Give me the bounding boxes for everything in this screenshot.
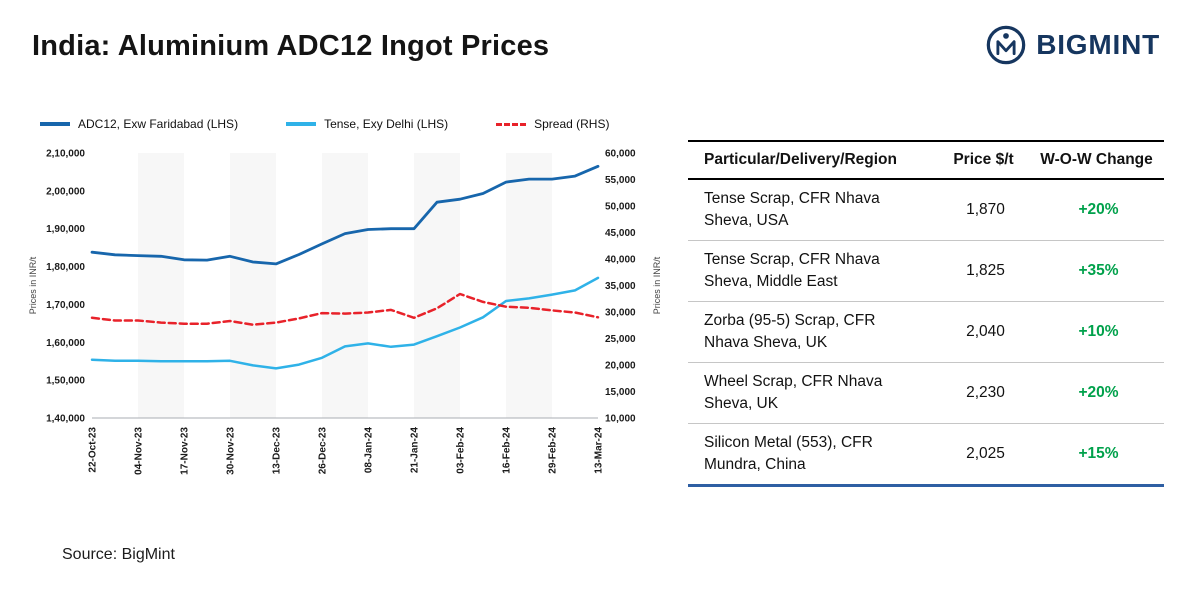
brand-logo: BIGMINT bbox=[985, 24, 1160, 66]
x-axis-label: 13-Dec-23 bbox=[272, 427, 283, 475]
right-axis-title: Prices in INR/t bbox=[652, 256, 662, 314]
plot-band bbox=[138, 153, 184, 418]
right-axis-tick: 15,000 bbox=[605, 387, 636, 398]
left-axis-tick: 2,10,000 bbox=[46, 149, 85, 160]
x-axis-label: 03-Feb-24 bbox=[456, 427, 467, 474]
col-header-particular: Particular/Delivery/Region bbox=[688, 140, 938, 180]
price-cell: 1,825 bbox=[937, 240, 1034, 302]
legend-item-tense: Tense, Exy Delhi (LHS) bbox=[286, 117, 448, 131]
legend-label-tense: Tense, Exy Delhi (LHS) bbox=[324, 117, 449, 131]
left-axis-tick: 2,00,000 bbox=[46, 186, 85, 197]
left-axis-tick: 1,70,000 bbox=[46, 300, 85, 311]
legend-label-spread: Spread (RHS) bbox=[534, 117, 610, 131]
col-header-wow-change: W-O-W Change bbox=[1033, 140, 1164, 180]
legend-swatch-tense bbox=[286, 122, 317, 126]
change-cell: +20% bbox=[1033, 179, 1164, 241]
x-axis-label: 30-Nov-23 bbox=[226, 427, 237, 475]
price-cell: 2,025 bbox=[937, 423, 1034, 487]
legend-label-adc12: ADC12, Exw Faridabad (LHS) bbox=[78, 117, 239, 131]
legend-swatch-spread bbox=[496, 122, 527, 126]
price-cell: 1,870 bbox=[937, 179, 1034, 241]
plot-band bbox=[322, 153, 368, 418]
bigmint-logo-icon bbox=[986, 25, 1026, 65]
series-spread bbox=[90, 292, 600, 326]
left-axis-tick: 1,80,000 bbox=[46, 262, 85, 273]
x-axis-label: 29-Feb-24 bbox=[548, 427, 559, 474]
left-axis-tick: 1,90,000 bbox=[46, 224, 85, 235]
source-note: Source: BigMint bbox=[62, 546, 175, 563]
legend-swatch-adc12 bbox=[40, 122, 70, 126]
price-cell: 2,040 bbox=[937, 301, 1034, 363]
particular-cell: Zorba (95-5) Scrap, CFR Nhava Sheva, UK bbox=[688, 301, 938, 363]
table-row: Tense Scrap, CFR Nhava Sheva, Middle East… bbox=[688, 240, 1164, 302]
left-axis-tick: 1,50,000 bbox=[46, 376, 85, 387]
right-axis-tick: 55,000 bbox=[605, 175, 636, 186]
change-cell: +20% bbox=[1033, 362, 1164, 424]
table-row: Zorba (95-5) Scrap, CFR Nhava Sheva, UK 2… bbox=[688, 301, 1164, 363]
right-axis-tick: 35,000 bbox=[605, 281, 636, 292]
right-axis-tick: 20,000 bbox=[605, 361, 636, 372]
legend-item-adc12: ADC12, Exw Faridabad (LHS) bbox=[40, 117, 238, 131]
table-header-row: Particular/Delivery/Region Price $/t W-O… bbox=[688, 140, 1164, 180]
particular-cell: Wheel Scrap, CFR Nhava Sheva, UK bbox=[688, 362, 938, 424]
change-cell: +10% bbox=[1033, 301, 1164, 363]
change-cell: +15% bbox=[1033, 423, 1164, 487]
x-axis-label: 16-Feb-24 bbox=[502, 427, 513, 474]
right-axis-tick: 40,000 bbox=[605, 255, 636, 266]
x-axis-label: 21-Jan-24 bbox=[410, 427, 421, 474]
particular-cell: Tense Scrap, CFR Nhava Sheva, USA bbox=[688, 179, 938, 241]
right-axis-tick: 30,000 bbox=[605, 308, 636, 319]
right-axis-tick: 25,000 bbox=[605, 334, 636, 345]
series-tense bbox=[90, 276, 600, 370]
legend-item-spread: Spread (RHS) bbox=[496, 117, 609, 131]
plot-band bbox=[414, 153, 460, 418]
x-axis-label: 17-Nov-23 bbox=[180, 427, 191, 475]
left-axis-tick: 1,40,000 bbox=[46, 414, 85, 425]
table-row: Silicon Metal (553), CFR Mundra, China 2,… bbox=[688, 423, 1164, 487]
x-axis-label: 04-Nov-23 bbox=[134, 427, 145, 475]
right-axis-tick: 10,000 bbox=[605, 414, 636, 425]
price-line-chart: 2,10,000 2,00,000 1,90,000 1,80,000 1,70,000… bbox=[28, 149, 662, 475]
x-axis-label: 22-Oct-23 bbox=[88, 427, 99, 473]
table-row: Wheel Scrap, CFR Nhava Sheva, UK 2,230 +2… bbox=[688, 362, 1164, 424]
plot-band bbox=[230, 153, 276, 418]
chart-legend: ADC12, Exw Faridabad (LHS) Tense, Exy De… bbox=[40, 117, 609, 131]
change-cell: +35% bbox=[1033, 240, 1164, 302]
page-title: India: Aluminium ADC12 Ingot Prices bbox=[32, 30, 550, 62]
brand-name: BIGMINT bbox=[1036, 29, 1160, 60]
right-axis-tick: 45,000 bbox=[605, 228, 636, 239]
particular-cell: Silicon Metal (553), CFR Mundra, China bbox=[688, 423, 938, 487]
x-axis-label: 26-Dec-23 bbox=[318, 427, 329, 475]
col-header-price: Price $/t bbox=[937, 140, 1034, 180]
table-row: Tense Scrap, CFR Nhava Sheva, USA 1,870 +… bbox=[688, 179, 1164, 241]
price-cell: 2,230 bbox=[937, 362, 1034, 424]
x-axis-label: 08-Jan-24 bbox=[364, 427, 375, 474]
price-table: Particular/Delivery/Region Price $/t W-O… bbox=[688, 140, 1164, 487]
right-axis-tick: 50,000 bbox=[605, 202, 636, 213]
particular-cell: Tense Scrap, CFR Nhava Sheva, Middle East bbox=[688, 240, 938, 302]
left-axis-tick: 1,60,000 bbox=[46, 338, 85, 349]
left-axis-title: Prices in INR/t bbox=[28, 256, 38, 314]
series-adc12 bbox=[90, 164, 600, 266]
x-axis-label: 13-Mar-24 bbox=[594, 427, 605, 474]
plot-band bbox=[506, 153, 552, 418]
right-axis-tick: 60,000 bbox=[605, 149, 636, 160]
